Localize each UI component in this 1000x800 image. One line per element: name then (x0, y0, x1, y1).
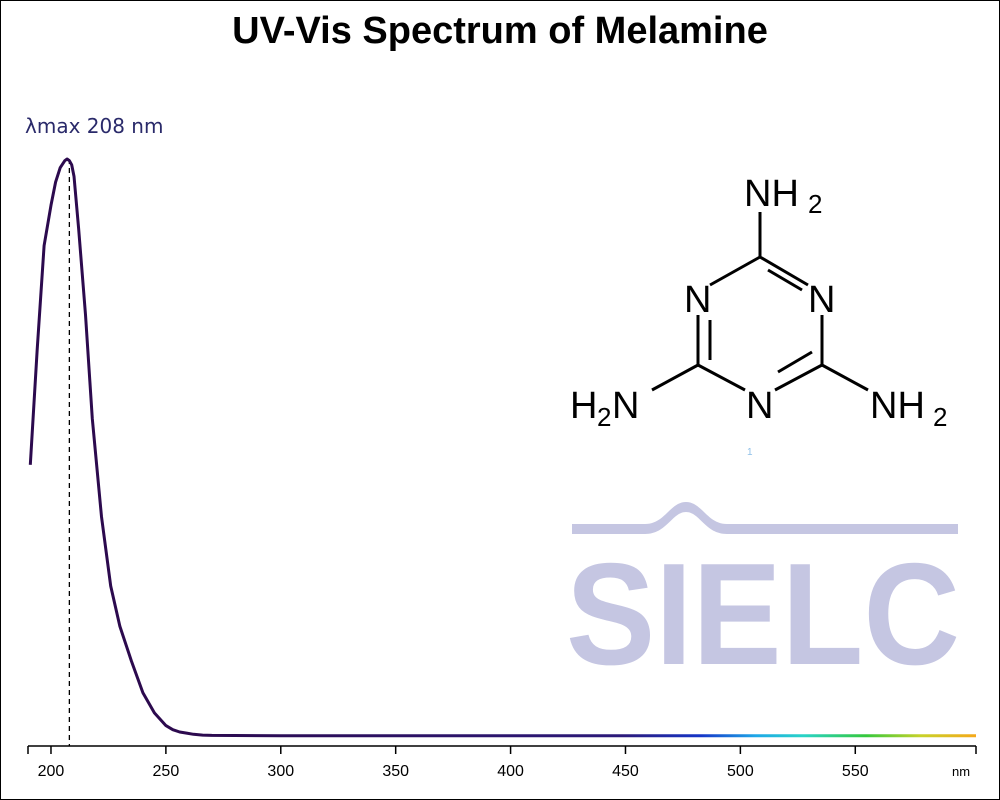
x-tick-label: 500 (727, 763, 754, 780)
x-tick-label: 400 (497, 763, 524, 780)
ring-nitrogen-bottom: N (746, 385, 773, 427)
bond (767, 268, 803, 292)
x-tick-label: 300 (267, 763, 294, 780)
bond (774, 363, 823, 392)
sielc-logo: SIELC (566, 502, 960, 695)
lambda-max-label: λmax 208 nm (25, 114, 163, 138)
atom-left-amine-h: H (570, 385, 597, 427)
x-tick-label: 550 (842, 763, 869, 780)
x-axis-unit-label: nm (952, 764, 970, 779)
atom-subscript: 2 (808, 189, 822, 219)
logo-wave (572, 502, 958, 534)
atom-labels: NH 2 N N N H 2 N NH 2 1 (570, 173, 947, 458)
atom-left-amine-n: N (612, 385, 639, 427)
bond (777, 350, 813, 374)
bond (709, 255, 761, 287)
atom-top-amine: NH (744, 173, 799, 215)
atom-subscript: 2 (933, 402, 947, 432)
x-tick-label: 200 (38, 763, 65, 780)
chart-title: UV-Vis Spectrum of Melamine (232, 10, 768, 52)
ring-nitrogen-right: N (808, 279, 835, 321)
bond (651, 363, 699, 392)
logo-text: SIELC (566, 533, 960, 695)
bond (697, 363, 746, 392)
bond (821, 363, 869, 392)
spectrum-line (28, 157, 976, 738)
x-tick-label: 250 (153, 763, 180, 780)
bond (759, 255, 809, 287)
x-tick-label: 350 (382, 763, 409, 780)
x-tick-label: 450 (612, 763, 639, 780)
atom-subscript: 2 (597, 402, 611, 432)
atom-right-amine: NH (870, 385, 925, 427)
footnote-mark: 1 (747, 447, 753, 458)
x-axis: 200 250 300 350 400 450 500 550 nm (27, 745, 977, 780)
ring-nitrogen-left: N (684, 279, 711, 321)
melamine-structure (651, 212, 869, 392)
